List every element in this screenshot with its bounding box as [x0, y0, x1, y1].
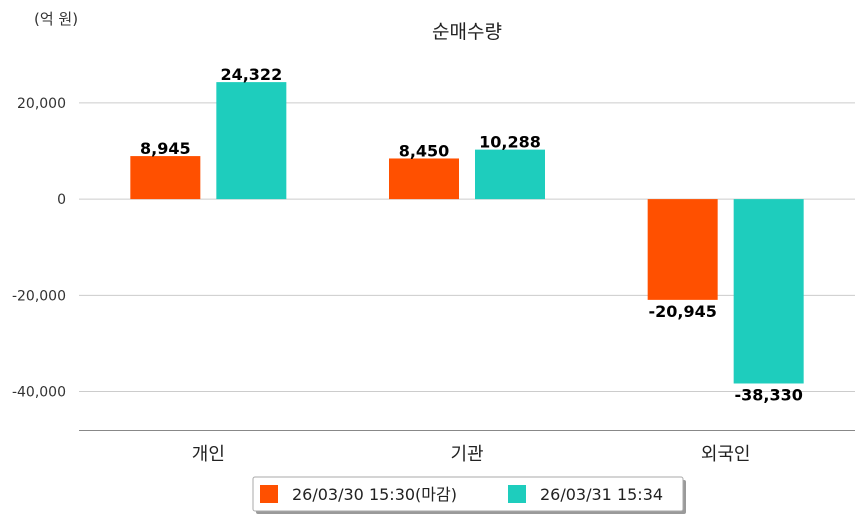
bar-layer	[130, 82, 804, 384]
bar[interactable]	[475, 149, 545, 200]
y-tick-label: 0	[57, 192, 66, 208]
y-tick-label: 20,000	[17, 96, 66, 112]
bar[interactable]	[733, 199, 804, 384]
x-tick-label: 외국인	[701, 444, 751, 465]
legend-box	[252, 476, 684, 512]
legend-swatch[interactable]	[260, 485, 278, 503]
x-tick-label: 기관	[450, 444, 483, 465]
data-label: -20,945	[648, 302, 716, 321]
label-layer: 개인 8,945 24,322 기관 8,450 10,288 외국인 -20,945 -38,…	[140, 65, 803, 465]
legend[interactable]: 26/03/30 15:30(마감) 26/03/31 15:34	[252, 476, 686, 514]
data-label: 8,450	[399, 141, 450, 160]
legend-swatch[interactable]	[508, 485, 526, 503]
bar[interactable]	[647, 199, 718, 300]
data-label: 8,945	[140, 139, 191, 158]
legend-item-label[interactable]: 26/03/30 15:30(마감)	[292, 485, 457, 504]
data-label: 24,322	[220, 65, 282, 84]
bar[interactable]	[216, 82, 287, 200]
unit-label: (억 원)	[34, 10, 78, 28]
data-label: -38,330	[734, 385, 802, 404]
y-tick-label: -40,000	[12, 385, 66, 401]
data-label: 10,288	[479, 133, 541, 152]
bar[interactable]	[130, 156, 201, 200]
x-tick-label: 개인	[192, 444, 225, 465]
bar[interactable]	[389, 158, 459, 200]
legend-item-label[interactable]: 26/03/31 15:34	[540, 485, 663, 504]
grid-layer: 20,000 0 -20,000 -40,000	[12, 96, 855, 431]
y-tick-label: -20,000	[12, 288, 66, 304]
chart-title: 순매수량	[432, 21, 502, 43]
